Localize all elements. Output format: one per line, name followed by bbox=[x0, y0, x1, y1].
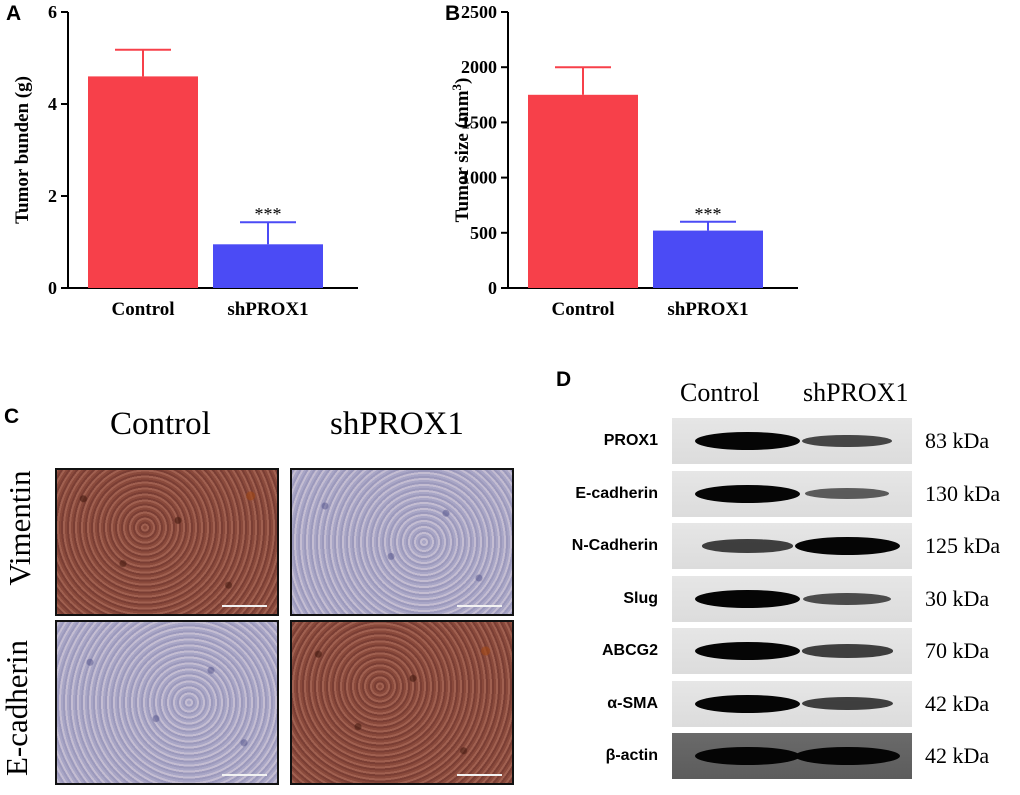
blot-band-control bbox=[694, 694, 800, 713]
blot-strip bbox=[672, 733, 912, 779]
blot-label: E-cadherin bbox=[575, 484, 658, 502]
blot-kda-label: 70 kDa bbox=[925, 638, 990, 663]
blot-band-shprox1 bbox=[801, 644, 893, 658]
y-axis-label: Tumor size (mm3) bbox=[449, 78, 474, 223]
blot-kda-label: 130 kDa bbox=[925, 480, 1001, 506]
blot-band-control bbox=[694, 747, 800, 765]
blot-column-control: Control bbox=[680, 378, 760, 407]
ihc-row-vimentin: Vimentin bbox=[2, 470, 37, 586]
blot-band-shprox1 bbox=[805, 488, 889, 499]
y-tick-label: 2 bbox=[48, 186, 57, 206]
y-tick-label: 2500 bbox=[461, 2, 497, 22]
bar-control bbox=[88, 76, 198, 289]
y-tick-label: 0 bbox=[48, 278, 57, 298]
panel-letter-d: D bbox=[556, 368, 572, 391]
ihc-image-shprox1-ecadherin bbox=[290, 620, 514, 785]
blot-label: ABCG2 bbox=[601, 642, 658, 659]
y-axis-label: Tumor bunden (g) bbox=[12, 76, 33, 224]
y-tick-label: 6 bbox=[48, 2, 57, 22]
x-tick-label: shPROX1 bbox=[227, 299, 308, 320]
blot-strip bbox=[672, 575, 912, 622]
blot-label: α-SMA bbox=[607, 694, 658, 712]
blot-column-shprox1: shPROX1 bbox=[803, 378, 909, 407]
scale-bar bbox=[457, 774, 502, 776]
panel-letter-c: C bbox=[4, 405, 20, 428]
blot-kda-label: 83 kDa bbox=[925, 428, 990, 453]
blot-band-control bbox=[694, 484, 800, 503]
blot-band-control bbox=[694, 432, 800, 450]
scale-bar bbox=[457, 605, 502, 607]
blot-band-shprox1 bbox=[802, 434, 892, 448]
ihc-row-ecadherin: E-cadherin bbox=[0, 640, 34, 776]
ihc-image-control-ecadherin bbox=[55, 620, 279, 785]
y-tick-label: 500 bbox=[470, 223, 497, 243]
blot-kda-label: 125 kDa bbox=[925, 533, 1001, 558]
scale-bar bbox=[222, 774, 267, 776]
panel-letter-b: B bbox=[445, 2, 461, 25]
blot-band-control bbox=[694, 589, 800, 608]
bar-shprox1 bbox=[213, 244, 323, 288]
panel-letter-a: A bbox=[6, 2, 22, 25]
y-tick-label: 1000 bbox=[461, 168, 497, 188]
ihc-image-control-vimentin bbox=[55, 468, 279, 616]
blot-band-control bbox=[701, 539, 793, 553]
blot-band-shprox1 bbox=[801, 696, 893, 711]
blot-band-control bbox=[694, 642, 800, 660]
blot-label: Slug bbox=[623, 589, 658, 607]
y-tick-label: 2000 bbox=[461, 57, 497, 77]
blot-strip bbox=[672, 418, 912, 464]
blot-band-shprox1 bbox=[803, 592, 891, 605]
significance-label: *** bbox=[255, 204, 282, 224]
blot-strip bbox=[672, 628, 912, 674]
x-tick-label: Control bbox=[552, 299, 615, 320]
blot-band-shprox1 bbox=[794, 747, 900, 765]
blot-strip bbox=[672, 680, 912, 727]
blot-kda-label: 42 kDa bbox=[925, 743, 990, 768]
ihc-image-shprox1-vimentin bbox=[290, 468, 514, 616]
y-tick-label: 4 bbox=[48, 94, 57, 114]
blot-label: β-actin bbox=[605, 747, 658, 764]
bar-control bbox=[528, 94, 638, 288]
ihc-column-control: Control bbox=[110, 406, 211, 442]
y-tick-label: 0 bbox=[488, 278, 497, 298]
blot-kda-label: 30 kDa bbox=[925, 585, 990, 611]
blot-strip bbox=[672, 523, 912, 569]
scale-bar bbox=[222, 605, 267, 607]
x-tick-label: shPROX1 bbox=[667, 299, 748, 320]
blot-label: PROX1 bbox=[603, 432, 658, 449]
significance-label: *** bbox=[695, 204, 722, 224]
y-tick-label: 1500 bbox=[461, 112, 497, 132]
x-tick-label: Control bbox=[112, 299, 175, 320]
blot-kda-label: 42 kDa bbox=[925, 690, 990, 716]
blot-label: N-Cadherin bbox=[571, 537, 658, 554]
tumor-burden-chart: 0 2 4 6 Tumor bunden (g) Control shPROX1 *** bbox=[12, 2, 358, 320]
tumor-size-chart: 0 500 1000 1500 2000 2500 Tumor size (mm3) Cont… bbox=[449, 2, 798, 320]
blot-strip bbox=[672, 470, 912, 517]
blot-band-shprox1 bbox=[794, 537, 900, 555]
bar-shprox1 bbox=[653, 230, 763, 288]
ihc-column-shprox1: shPROX1 bbox=[330, 406, 464, 442]
